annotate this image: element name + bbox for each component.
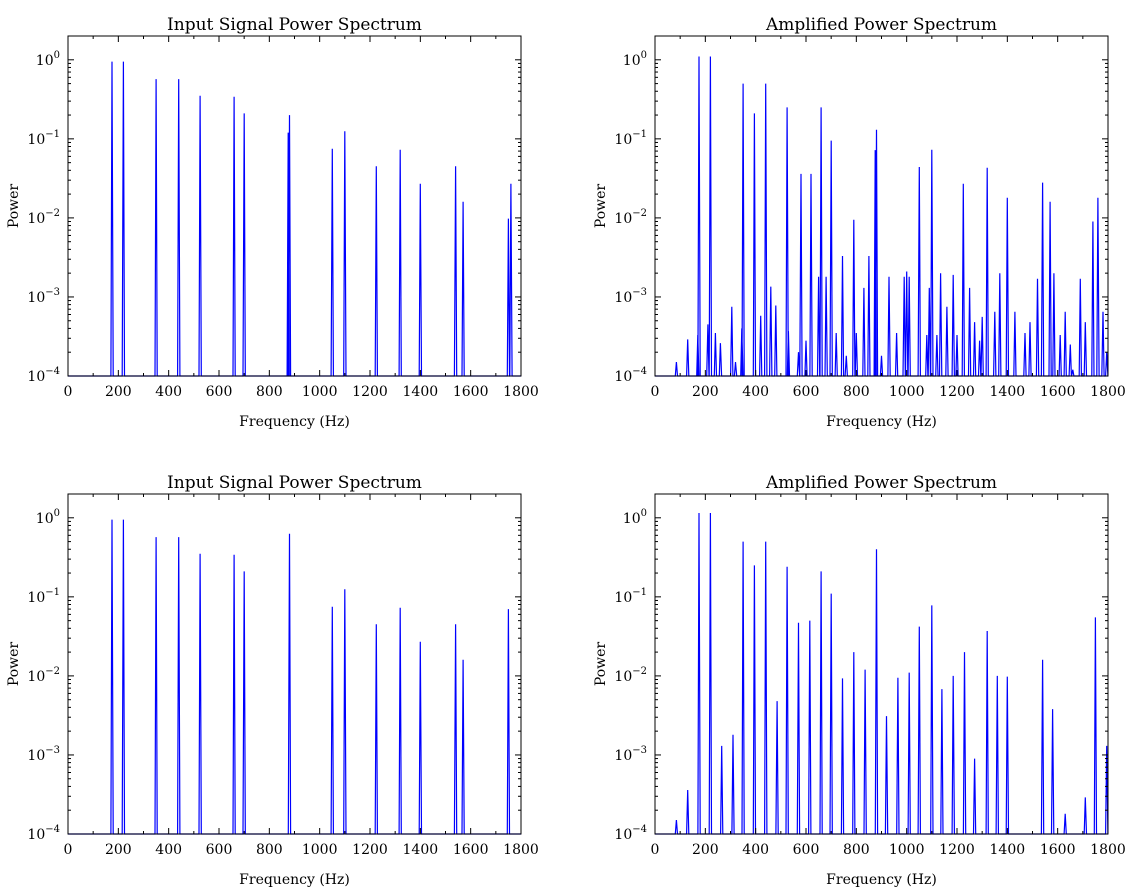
chart-title: Amplified Power Spectrum bbox=[765, 473, 997, 493]
x-tick-label: 1000 bbox=[889, 384, 925, 400]
y-tick-label: 10−4 bbox=[614, 366, 647, 385]
x-tick-label: 1800 bbox=[503, 384, 539, 400]
x-tick-label: 0 bbox=[64, 384, 73, 400]
y-tick-label: 10−4 bbox=[27, 366, 60, 385]
x-tick-label: 1200 bbox=[352, 842, 388, 858]
x-tick-label: 800 bbox=[843, 384, 870, 400]
y-tick-label: 10−3 bbox=[614, 745, 647, 764]
y-tick-label: 10−2 bbox=[614, 666, 647, 685]
x-tick-label: 1400 bbox=[990, 384, 1026, 400]
y-tick-label: 10−1 bbox=[614, 129, 647, 148]
x-tick-label: 0 bbox=[64, 842, 73, 858]
x-tick-label: 200 bbox=[692, 842, 719, 858]
y-axis-label: Power bbox=[593, 642, 609, 687]
spectrum-line bbox=[68, 519, 521, 835]
chart-panel-1: Input Signal Power Spectrum 0 200 400 600 800… bbox=[6, 15, 539, 430]
x-tick-label: 800 bbox=[843, 842, 870, 858]
y-tick-label: 10−4 bbox=[27, 824, 60, 843]
y-tick-label: 10−2 bbox=[27, 666, 60, 685]
y-tick-label: 100 bbox=[623, 508, 647, 527]
x-tick-label: 400 bbox=[742, 384, 769, 400]
x-tick-label: 200 bbox=[105, 384, 132, 400]
chart-title: Input Signal Power Spectrum bbox=[167, 15, 422, 35]
chart-panel-4: Amplified Power Spectrum 0 200 400 600 800 100… bbox=[593, 473, 1126, 888]
y-axis-label: Power bbox=[593, 184, 609, 229]
x-tick-label: 400 bbox=[155, 384, 182, 400]
x-tick-label: 1800 bbox=[1090, 384, 1126, 400]
x-tick-label: 1400 bbox=[403, 384, 439, 400]
x-tick-label: 1800 bbox=[1090, 842, 1126, 858]
x-tick-label: 400 bbox=[155, 842, 182, 858]
x-tick-label: 0 bbox=[651, 842, 660, 858]
x-tick-label: 600 bbox=[793, 384, 820, 400]
chart-title: Amplified Power Spectrum bbox=[765, 15, 997, 35]
plot-frame bbox=[67, 35, 522, 377]
plot-frame bbox=[654, 35, 1109, 377]
x-axis-label: Frequency (Hz) bbox=[239, 872, 350, 888]
y-tick-label: 10−1 bbox=[27, 587, 60, 606]
y-axis-label: Power bbox=[6, 642, 22, 687]
x-tick-label: 1600 bbox=[453, 384, 489, 400]
plot-frame bbox=[67, 493, 522, 835]
chart-panel-2: Amplified Power Spectrum 0 200 400 600 800 100… bbox=[593, 15, 1126, 430]
y-tick-label: 10−3 bbox=[614, 287, 647, 306]
y-tick-label: 100 bbox=[623, 50, 647, 69]
x-tick-label: 600 bbox=[793, 842, 820, 858]
spectrum-line bbox=[655, 512, 1109, 835]
x-tick-label: 600 bbox=[206, 842, 233, 858]
y-tick-label: 10−3 bbox=[27, 745, 60, 764]
y-tick-label: 100 bbox=[36, 508, 60, 527]
x-tick-label: 600 bbox=[206, 384, 233, 400]
x-tick-label: 1800 bbox=[503, 842, 539, 858]
y-tick-label: 10−2 bbox=[27, 208, 60, 227]
x-axis-label: Frequency (Hz) bbox=[826, 414, 937, 430]
x-tick-label: 0 bbox=[651, 384, 660, 400]
y-axis-label: Power bbox=[6, 184, 22, 229]
y-tick-label: 10−4 bbox=[614, 824, 647, 843]
x-tick-label: 1200 bbox=[939, 842, 975, 858]
spectrum-line bbox=[68, 61, 521, 377]
x-tick-label: 1200 bbox=[939, 384, 975, 400]
y-tick-label: 10−1 bbox=[614, 587, 647, 606]
x-tick-label: 1400 bbox=[990, 842, 1026, 858]
x-tick-label: 1200 bbox=[352, 384, 388, 400]
x-tick-label: 200 bbox=[105, 842, 132, 858]
x-tick-label: 400 bbox=[742, 842, 769, 858]
y-tick-label: 100 bbox=[36, 50, 60, 69]
chart-title: Input Signal Power Spectrum bbox=[167, 473, 422, 493]
chart-panel-3: Input Signal Power Spectrum 0 200 400 600 800… bbox=[6, 473, 539, 888]
x-tick-label: 1600 bbox=[1040, 842, 1076, 858]
y-tick-label: 10−3 bbox=[27, 287, 60, 306]
spectrum-line bbox=[655, 56, 1109, 377]
x-tick-label: 800 bbox=[256, 384, 283, 400]
plot-frame bbox=[654, 493, 1109, 835]
x-tick-label: 1600 bbox=[453, 842, 489, 858]
x-axis-label: Frequency (Hz) bbox=[239, 414, 350, 430]
y-tick-label: 10−2 bbox=[614, 208, 647, 227]
x-tick-label: 1400 bbox=[403, 842, 439, 858]
x-tick-label: 800 bbox=[256, 842, 283, 858]
x-axis-label: Frequency (Hz) bbox=[826, 872, 937, 888]
x-tick-label: 1000 bbox=[302, 384, 338, 400]
y-tick-label: 10−1 bbox=[27, 129, 60, 148]
x-tick-label: 1000 bbox=[302, 842, 338, 858]
x-tick-label: 1600 bbox=[1040, 384, 1076, 400]
x-tick-label: 1000 bbox=[889, 842, 925, 858]
x-tick-label: 200 bbox=[692, 384, 719, 400]
